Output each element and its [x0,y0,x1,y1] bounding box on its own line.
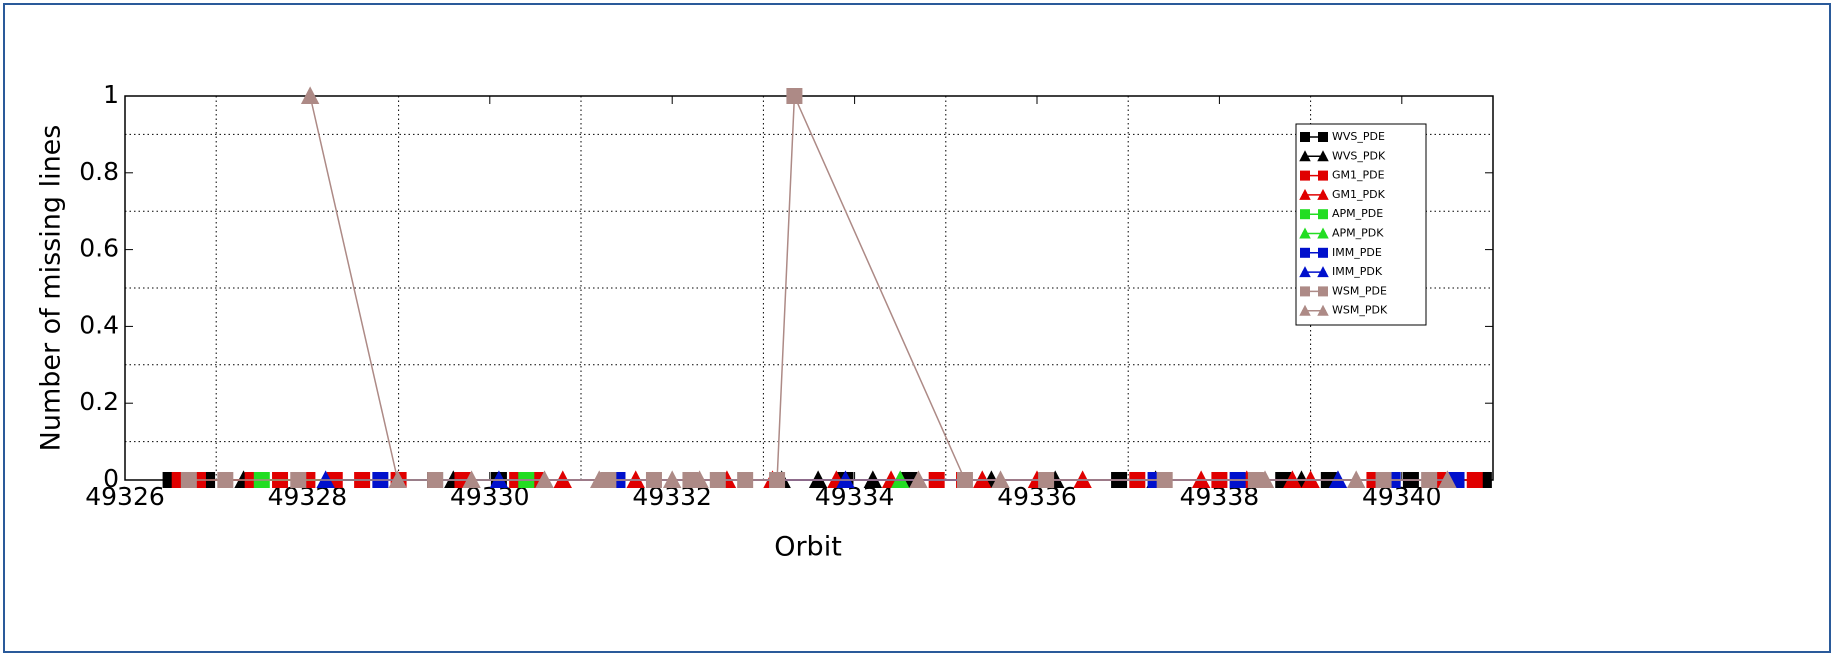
y-tick-label: 0 [103,464,119,493]
marker [1318,209,1328,220]
legend-label: APM_PDE [1332,207,1383,220]
marker [1318,170,1328,181]
marker [1317,188,1329,200]
marker [180,472,197,488]
marker [909,470,928,488]
marker [300,86,320,104]
marker [663,470,682,488]
marker [1283,470,1302,488]
marker [891,470,910,488]
marker [1299,150,1311,162]
marker [786,88,803,104]
series-line [309,95,1448,481]
marker [1300,247,1310,258]
marker [553,470,572,488]
x-tick-label: 49334 [815,482,895,511]
marker [1318,286,1328,297]
marker [808,470,828,488]
marker [1328,470,1348,488]
marker [489,470,509,488]
legend-label: APM_PDK [1332,227,1384,240]
marker [1317,304,1329,316]
marker [626,470,645,488]
marker [1466,472,1483,488]
legend-label: WSM_PDE [1332,284,1387,297]
marker [991,470,1010,488]
legend-label: IMM_PDE [1332,246,1382,259]
legend-label: IMM_PDK [1332,265,1383,278]
marker [1300,209,1310,220]
marker [1317,266,1329,278]
legend-label: WVS_PDK [1332,149,1386,162]
y-axis-label: Number of missing lines [36,125,67,452]
legend-label: GM1_PDE [1332,169,1385,182]
marker [863,470,883,488]
marker [690,470,709,488]
marker [1318,132,1328,142]
y-tick-label: 0.2 [79,387,119,416]
marker [1299,266,1311,278]
marker [590,470,609,488]
marker [973,470,992,488]
marker [1299,304,1311,316]
marker [836,470,855,488]
legend-label: GM1_PDK [1332,188,1386,201]
marker [1300,286,1310,297]
marker [1299,188,1311,200]
marker [1438,470,1457,488]
x-tick-label: 49326 [85,482,165,511]
marker [1191,470,1211,488]
marker [535,470,554,488]
marker [1073,470,1092,488]
marker [1317,150,1329,162]
y-tick-label: 0.4 [79,310,119,339]
marker [388,470,407,488]
y-tick-label: 1 [103,80,119,109]
x-axis-label: Orbit [774,532,842,563]
marker [1300,132,1310,142]
y-tick-label: 0.6 [79,234,119,263]
marker [1255,470,1275,488]
marker [1347,470,1366,488]
marker [1317,227,1329,239]
legend-label: WVS_PDE [1332,130,1385,143]
marker [1301,470,1320,488]
marker [1318,247,1328,258]
marker [1299,227,1311,239]
marker [1300,170,1310,181]
y-tick-label: 0.8 [79,157,119,186]
marker [290,472,307,488]
marker [217,472,234,488]
legend-label: WSM_PDK [1332,304,1388,317]
marker [316,470,335,488]
marker [462,470,481,488]
